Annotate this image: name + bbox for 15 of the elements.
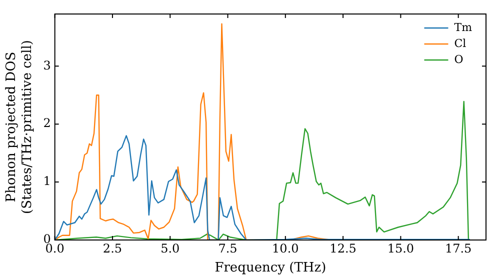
legend-label: Cl xyxy=(454,36,467,50)
x-tick-label: 10.0 xyxy=(272,241,299,256)
legend-label: O xyxy=(454,52,464,66)
y-tick-label: 1 xyxy=(43,174,51,188)
x-tick-label: 5.0 xyxy=(160,241,180,256)
y-axis-title: Phonon projected DOS (States/THz·primitive cell) xyxy=(4,40,35,214)
legend-label: Tm xyxy=(454,20,473,34)
x-axis-title: Frequency (THz) xyxy=(214,260,326,276)
x-tick-label: 2.5 xyxy=(102,241,122,256)
x-tick-label: 12.5 xyxy=(330,241,356,256)
y-tick-label: 2 xyxy=(43,116,51,130)
y-tick-label: 3 xyxy=(43,58,51,72)
x-tick-label: 7.5 xyxy=(218,241,238,256)
x-tick-label: 17.5 xyxy=(444,241,472,256)
x-tick-label: 15.0 xyxy=(387,241,414,256)
